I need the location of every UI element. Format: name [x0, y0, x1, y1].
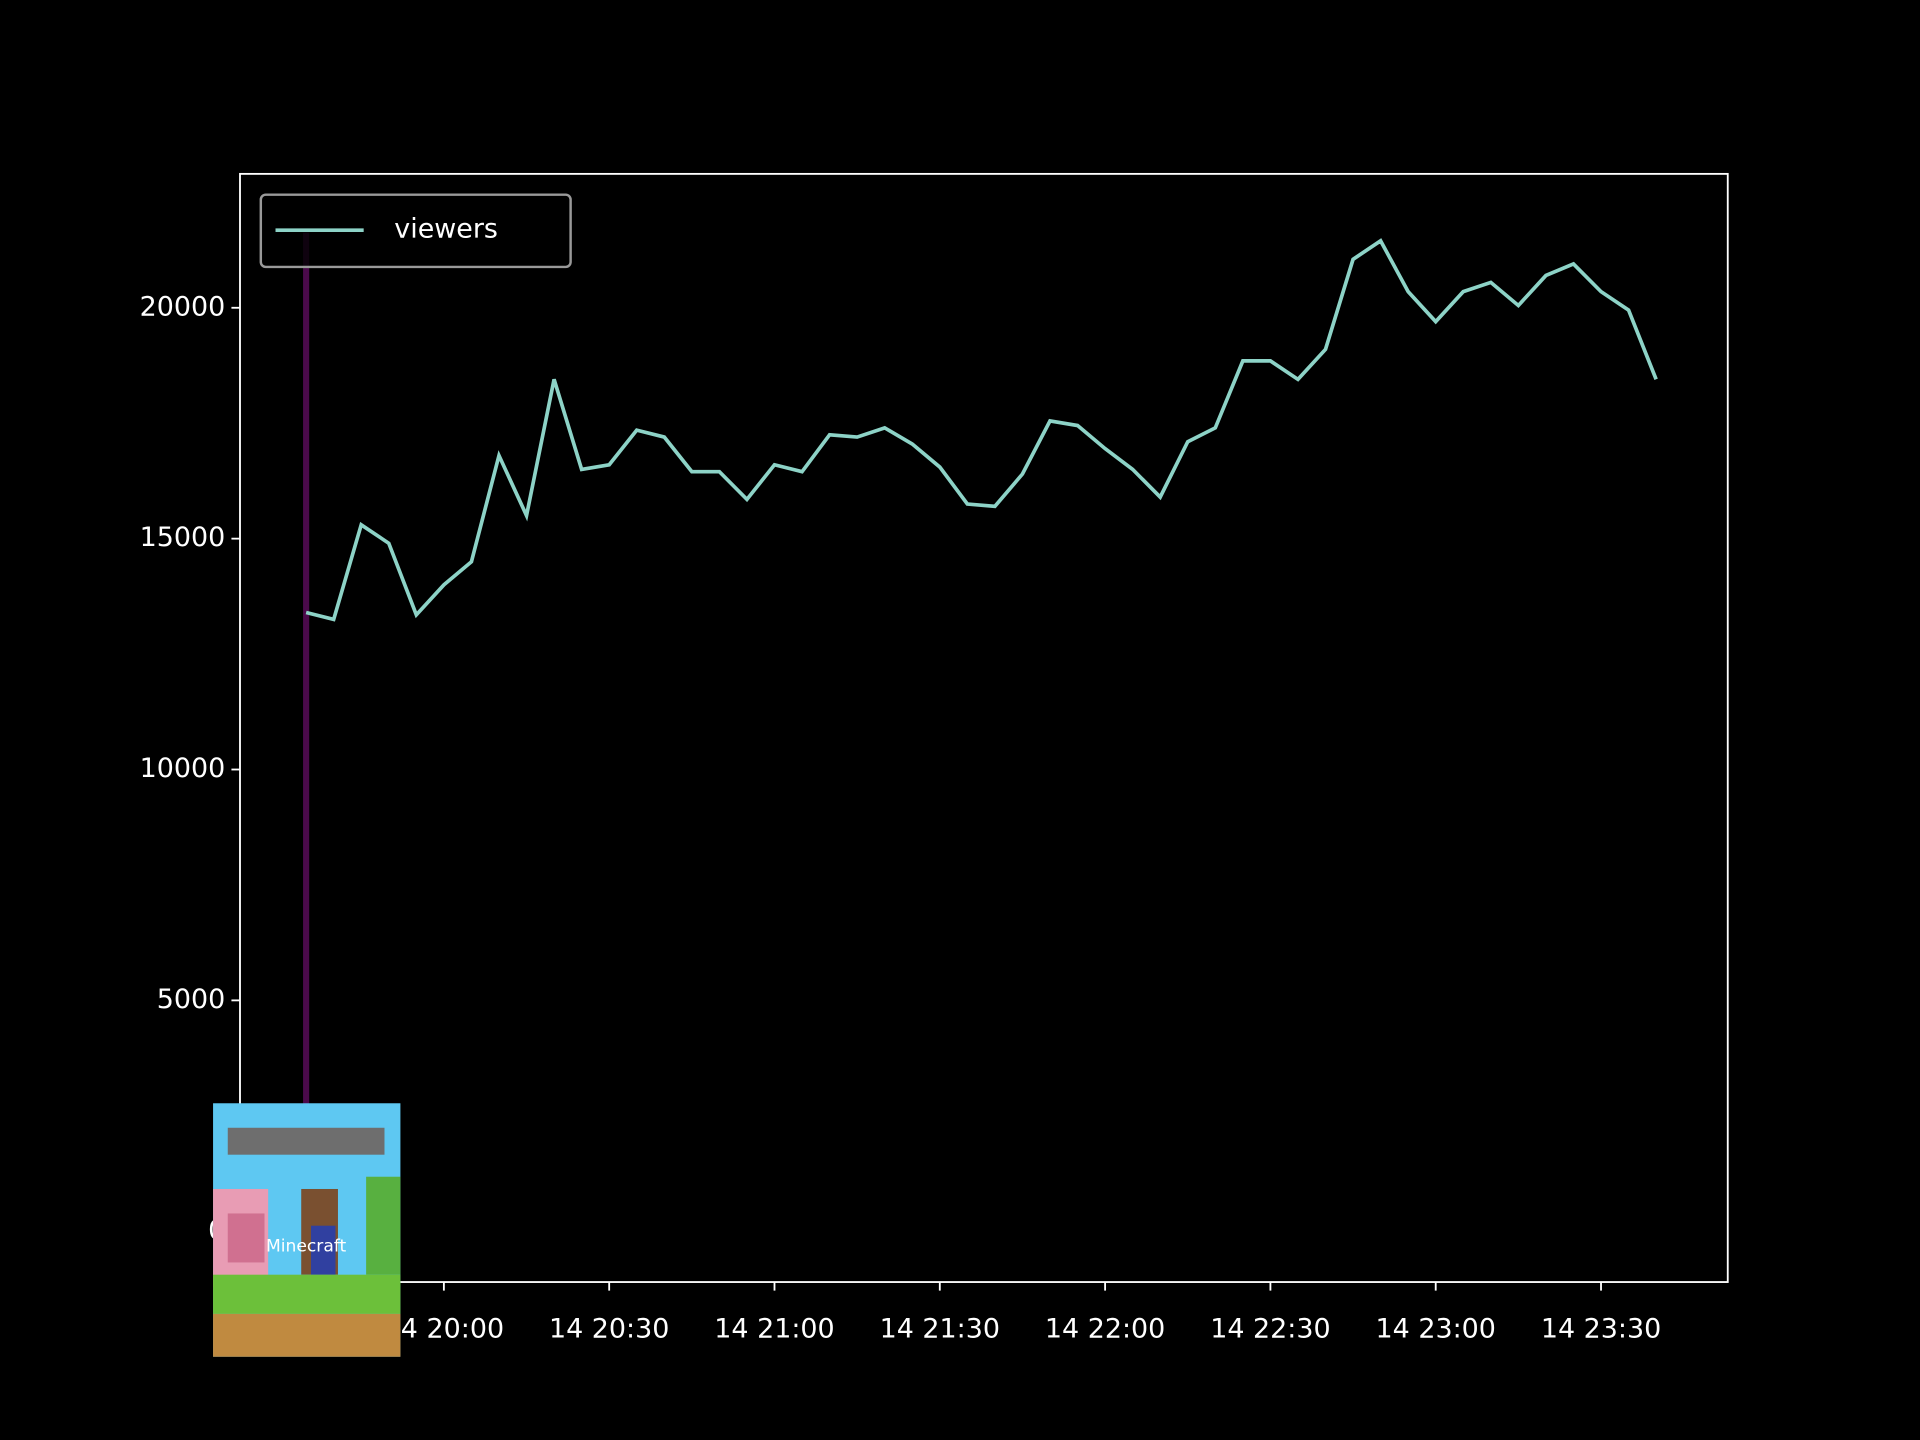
y-tick-label: 5000	[157, 984, 226, 1015]
legend-box	[259, 193, 572, 269]
annotation-label: Minecraft	[266, 1237, 347, 1257]
x-tick-label: 14 20:30	[549, 1313, 669, 1344]
x-tick-label: 14 22:00	[1045, 1313, 1165, 1344]
game-cover: Minecraft	[213, 1103, 401, 1357]
x-tick-label: 14 20:00	[384, 1313, 504, 1344]
axes-frame	[239, 172, 1729, 1283]
cover-tree	[366, 1176, 401, 1275]
y-tick-label: 15000	[140, 522, 226, 553]
legend-label: viewers	[394, 214, 498, 245]
x-tick-label: 14 21:30	[880, 1313, 1000, 1344]
series-line	[305, 238, 1658, 622]
x-tick-label: 14 23:30	[1541, 1313, 1661, 1344]
x-tick-label: 14 22:30	[1210, 1313, 1330, 1344]
x-tick-label: 14 21:00	[714, 1313, 834, 1344]
cover-hero	[311, 1225, 336, 1275]
y-tick-label: 10000	[140, 753, 226, 784]
legend: viewers	[259, 193, 572, 269]
cover-tree	[227, 1213, 265, 1263]
cover-logo	[227, 1127, 385, 1155]
y-tick-label: 20000	[140, 291, 226, 322]
cover-dirt	[213, 1313, 401, 1357]
x-tick-label: 14 23:00	[1376, 1313, 1496, 1344]
cover-grass	[213, 1274, 401, 1314]
